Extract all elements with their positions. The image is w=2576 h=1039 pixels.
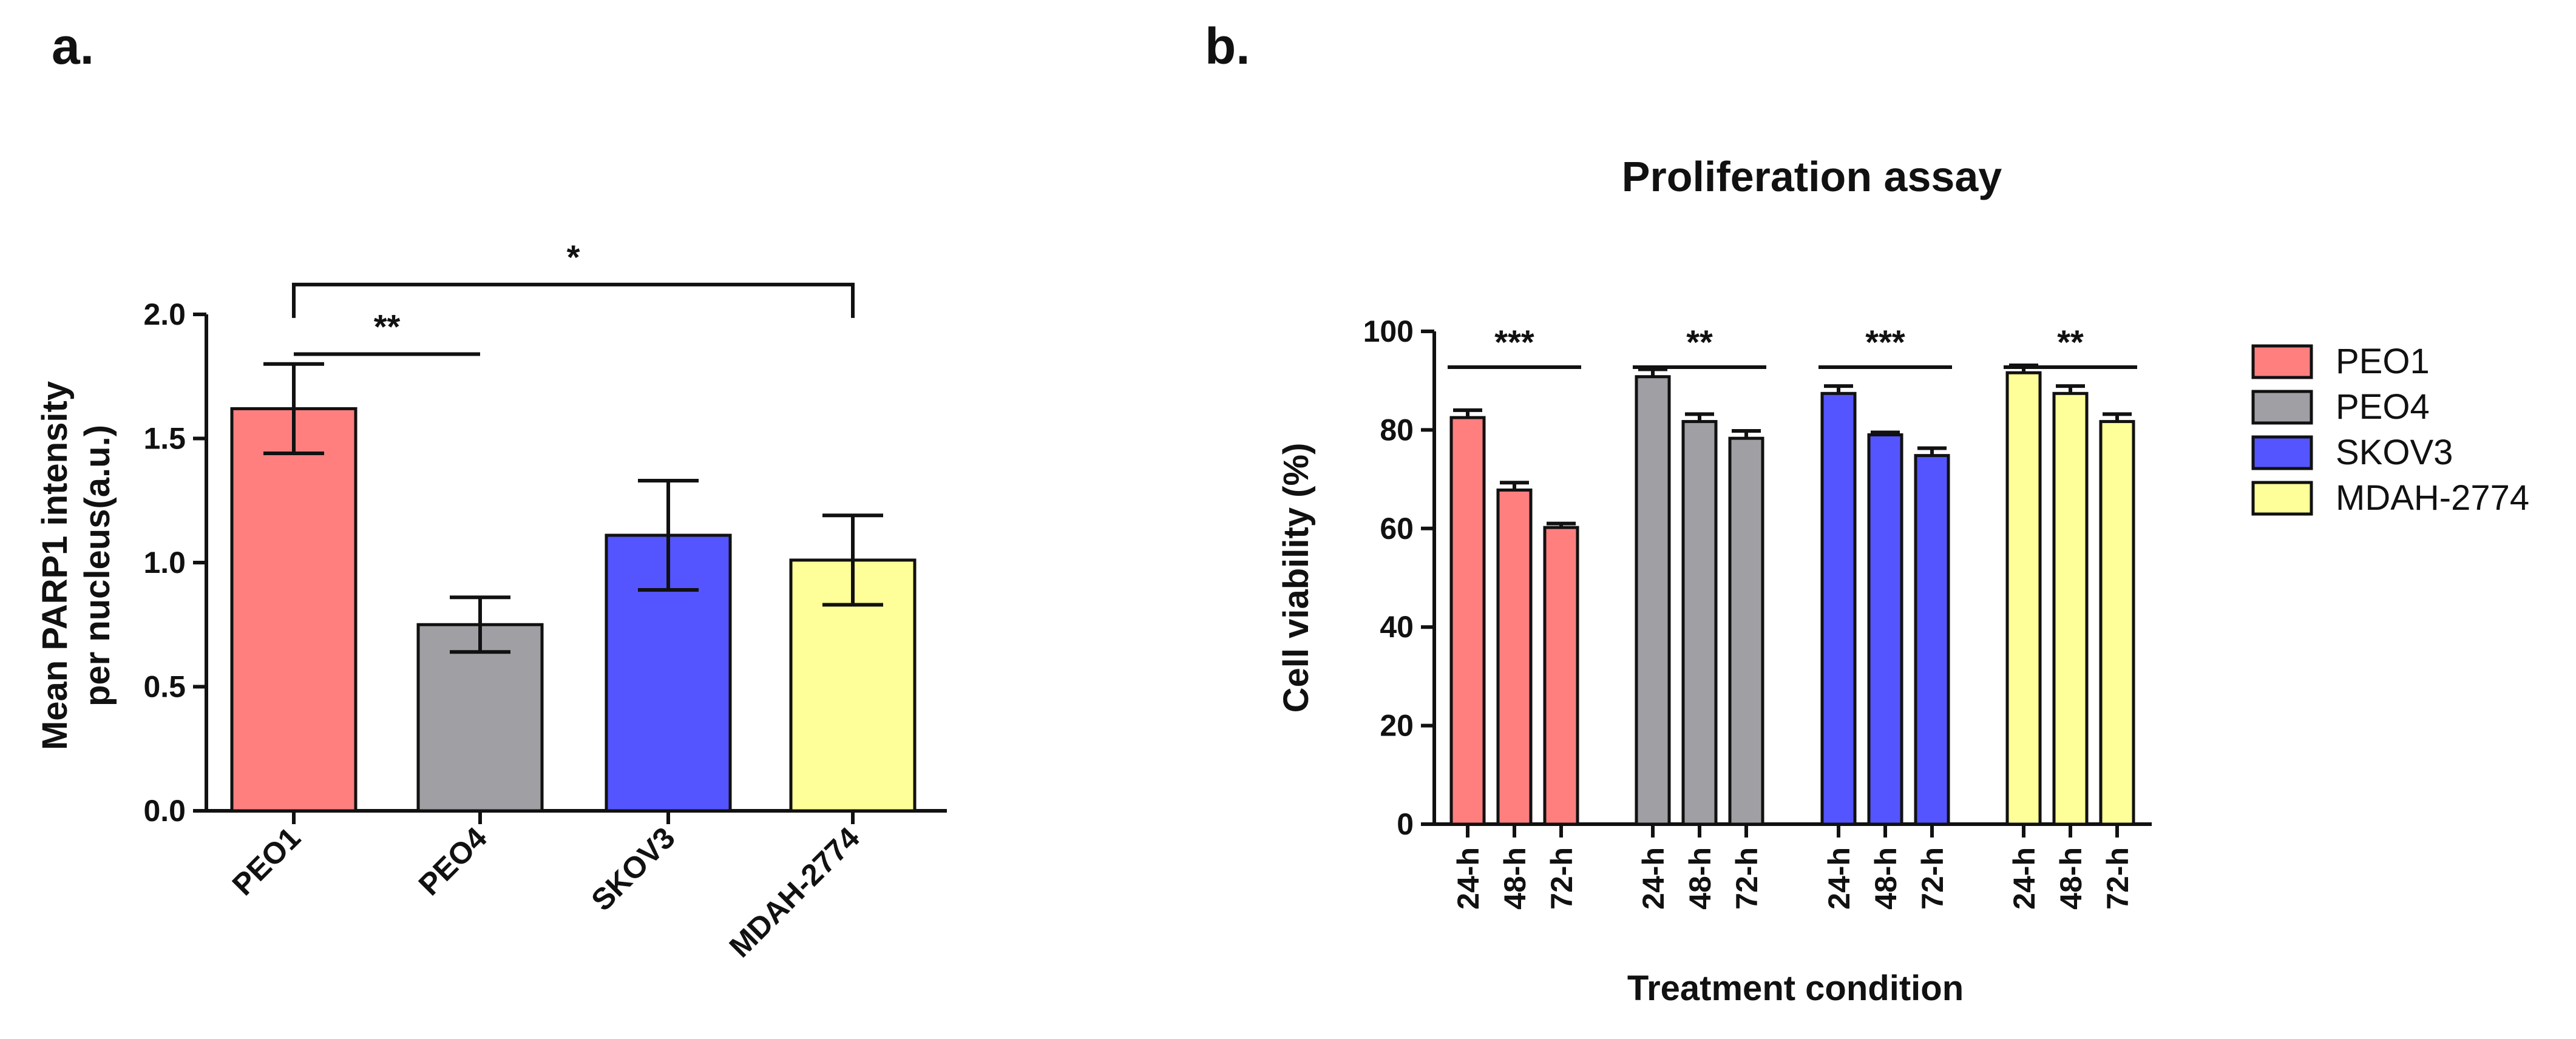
y-tick-label: 1.0	[143, 546, 186, 580]
y-tick-label: 60	[1380, 512, 1414, 546]
chart-a-error-bars	[263, 362, 883, 654]
significance-label: **	[374, 307, 401, 345]
chart-b-title: Proliferation assay	[1622, 153, 2002, 200]
bar-skov3-48-h	[1867, 433, 1903, 826]
x-tick-label: 24-h	[1822, 847, 1856, 910]
x-tick-label: 48-h	[1683, 847, 1717, 910]
bar-mdah-2774-72-h	[2099, 420, 2135, 826]
legend-label-mdah-2774: MDAH-2774	[2336, 478, 2529, 518]
x-tick-label: PEO1	[226, 821, 307, 902]
significance-bracket	[292, 282, 855, 318]
y-tick-label: 2.0	[143, 297, 186, 331]
x-tick-label: 48-h	[1869, 847, 1903, 910]
legend-swatch-peo4	[2251, 390, 2313, 425]
chart-a: Mean PARP1 intensity per nucleus(a.u.) 0…	[35, 238, 947, 964]
chart-a-ylabel: Mean PARP1 intensity per nucleus(a.u.)	[35, 381, 117, 750]
y-tick-label: 0.5	[143, 670, 186, 704]
bar-peo1-48-h	[1496, 488, 1533, 826]
legend-label-peo1: PEO1	[2336, 342, 2430, 381]
bar-skov3-72-h	[1914, 454, 1950, 826]
bar-peo1-24-h	[1449, 416, 1486, 826]
chart-a-xticks: PEO1 PEO4 SKOV3 MDAH-2774	[226, 811, 866, 964]
legend-swatch-peo1	[2251, 344, 2313, 379]
x-tick-label: 24-h	[2007, 847, 2041, 910]
chart-b-significance: *** ** *** **	[1448, 323, 2137, 369]
x-tick-label: 72-h	[2101, 847, 2135, 910]
y-tick-label: 80	[1380, 413, 1414, 447]
y-tick-label: 1.5	[143, 422, 186, 456]
x-tick-label: PEO4	[412, 821, 493, 902]
chart-b-yticks: 0 20 40 60 80 100	[1363, 314, 1434, 841]
y-tick-label: 20	[1380, 709, 1414, 743]
x-tick-label: SKOV3	[585, 821, 681, 917]
significance-label: **	[1686, 323, 1713, 361]
y-tick-label: 0	[1397, 807, 1414, 841]
significance-label: **	[2057, 323, 2084, 361]
panel-b-label: b.	[1205, 18, 1250, 75]
chart-b-ylabel: Cell viability (%)	[1276, 443, 1316, 713]
chart-b-xlabel: Treatment condition	[1627, 969, 1964, 1008]
y-tick-label: 40	[1380, 610, 1414, 644]
significance-label: *	[567, 238, 580, 276]
bar-peo1-72-h	[1543, 526, 1579, 826]
bar-mdah-2774-48-h	[2052, 391, 2089, 826]
bar-mdah-2774-24-h	[2005, 371, 2042, 826]
chart-b-legend: PEO1 PEO4 SKOV3 MDAH-2774	[2251, 342, 2529, 518]
y-tick-label: 100	[1363, 314, 1414, 348]
x-tick-label: 48-h	[2054, 847, 2088, 910]
x-tick-label: 24-h	[1636, 847, 1670, 910]
panel-a-label: a.	[52, 18, 94, 75]
chart-b: Proliferation assay Cell viability (%) T…	[1276, 153, 2529, 1008]
significance-label: ***	[1865, 323, 1905, 361]
ylabel-line-1: Mean PARP1 intensity	[35, 381, 75, 750]
x-tick-label: 24-h	[1451, 847, 1485, 910]
x-tick-label: 72-h	[1730, 847, 1764, 910]
significance-label: ***	[1494, 323, 1534, 361]
legend-swatch-mdah-2774	[2251, 481, 2313, 516]
bar-skov3-24-h	[1820, 391, 1857, 826]
x-tick-label: 48-h	[1498, 847, 1532, 910]
chart-b-error-bars	[1453, 364, 2132, 528]
legend-label-peo4: PEO4	[2336, 387, 2430, 427]
chart-a-yticks: 0.0 0.5 1.0 1.5 2.0	[143, 297, 206, 828]
chart-a-bars	[230, 407, 917, 813]
legend-label-skov3: SKOV3	[2336, 433, 2453, 472]
ylabel-line-2: per nucleus(a.u.)	[78, 425, 117, 706]
x-tick-label: MDAH-2774	[723, 821, 866, 964]
chart-b-bars	[1449, 371, 2135, 826]
bar-peo4-48-h	[1681, 420, 1718, 826]
bar-peo1	[230, 407, 358, 813]
x-tick-label: 72-h	[1545, 847, 1579, 910]
chart-b-xticks: 24-h 48-h 72-h 24-h 48-h 72-h 24-h 48-h 72-h 24-h…	[1451, 824, 2135, 910]
x-tick-label: 72-h	[1916, 847, 1950, 910]
legend-swatch-skov3	[2251, 435, 2313, 470]
y-tick-label: 0.0	[143, 794, 186, 828]
chart-a-significance: ***	[292, 238, 855, 356]
bar-peo4-72-h	[1728, 436, 1764, 826]
bar-peo4-24-h	[1635, 375, 1671, 826]
